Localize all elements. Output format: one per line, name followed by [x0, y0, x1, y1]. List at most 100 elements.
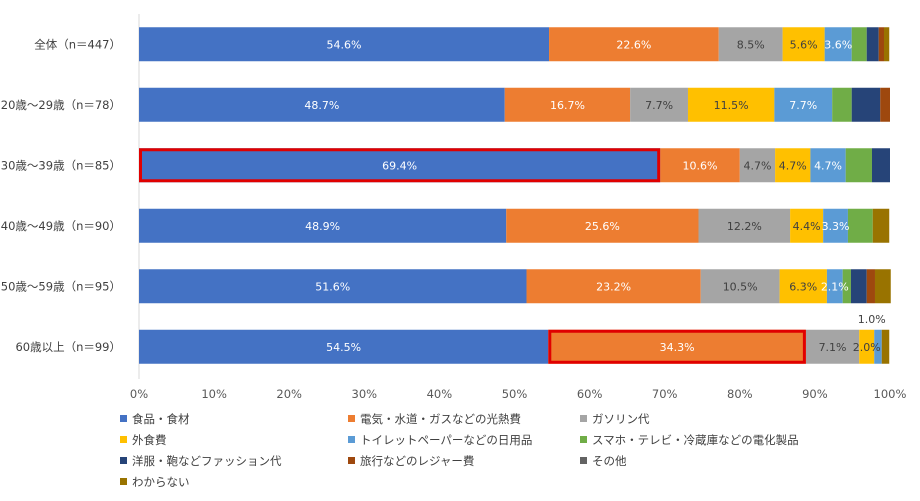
data-label: 69.4% [382, 159, 417, 172]
data-label: 10.5% [723, 280, 758, 293]
data-label: 5.6% [790, 38, 818, 51]
legend-label: 電気・水道・ガスなどの光熱費 [360, 412, 521, 426]
bar-segment [866, 27, 879, 62]
x-tick-label: 10% [201, 387, 227, 401]
highlight-box [548, 329, 806, 364]
category-label: 全体（n＝447） [34, 37, 121, 51]
bar-segment [698, 208, 791, 243]
legend-swatch [120, 478, 127, 485]
bar-segment [874, 269, 891, 304]
legend-swatch [120, 436, 127, 443]
data-label: 7.7% [789, 99, 817, 112]
data-label: 3.3% [822, 220, 850, 233]
legend-label: ガソリン代 [592, 412, 650, 426]
legend-swatch [348, 415, 355, 422]
legend-label: 洋服・鞄などファッション代 [132, 454, 282, 468]
data-label: 3.6% [824, 38, 852, 51]
bar-segment [506, 208, 699, 243]
legend-label: トイレットペーパーなどの日用品 [360, 433, 533, 447]
data-label: 25.6% [585, 220, 620, 233]
bar-segment [842, 269, 851, 304]
data-label: 22.6% [616, 38, 651, 51]
bar-segment [790, 208, 824, 243]
legend-swatch [120, 457, 127, 464]
bar-segment [660, 148, 740, 183]
legend-item: 洋服・鞄などファッション代 [120, 453, 282, 469]
bar-segment [549, 27, 719, 62]
x-tick-label: 70% [652, 387, 678, 401]
data-label: 54.5% [326, 341, 361, 354]
data-label: 4.7% [814, 159, 842, 172]
data-label: 7.1% [819, 341, 847, 354]
bar-segment [774, 87, 833, 122]
legend-swatch [120, 415, 127, 422]
data-label: 6.3% [789, 280, 817, 293]
bar-segment [139, 27, 550, 62]
bar-segment [880, 87, 890, 122]
data-label: 4.7% [779, 159, 807, 172]
legend-swatch [580, 457, 587, 464]
x-tick-label: 50% [502, 387, 528, 401]
data-label: 8.5% [737, 38, 765, 51]
bar-segment [775, 148, 811, 183]
x-tick-label: 80% [727, 387, 753, 401]
bar-segment [881, 329, 890, 364]
bar-segment [139, 87, 505, 122]
data-label: 51.6% [315, 280, 350, 293]
legend-swatch [348, 457, 355, 464]
x-tick-label: 0% [130, 387, 148, 401]
bar-segment [824, 27, 852, 62]
x-tick-label: 100% [874, 387, 907, 401]
legend-label: 食品・食材 [132, 412, 190, 426]
data-label: 1.0% [858, 313, 886, 326]
data-label: 12.2% [727, 220, 762, 233]
data-label: 23.2% [596, 280, 631, 293]
bar-segment [782, 27, 825, 62]
x-tick-label: 20% [276, 387, 302, 401]
data-label: 4.7% [743, 159, 771, 172]
bar-segment [874, 329, 882, 364]
bar-segment [832, 87, 852, 122]
legend-item: ガソリン代 [580, 411, 650, 427]
bar-segment [739, 148, 776, 183]
x-tick-label: 40% [427, 387, 453, 401]
legend-swatch [348, 436, 355, 443]
legend-label: スマホ・テレビ・冷蔵庫などの電化製品 [592, 433, 799, 447]
data-label: 2.0% [853, 341, 881, 354]
data-label: 2.1% [821, 280, 849, 293]
highlight-box [139, 148, 661, 183]
legend-item: スマホ・テレビ・冷蔵庫などの電化製品 [580, 432, 799, 448]
category-label: 40歳～49歳（n＝90） [1, 219, 121, 233]
bar-segment [878, 27, 884, 62]
legend-item: 電気・水道・ガスなどの光熱費 [348, 411, 521, 427]
x-tick-label: 60% [577, 387, 603, 401]
data-label: 10.6% [683, 159, 718, 172]
legend-item: わからない [120, 474, 190, 490]
bar-segment [866, 269, 875, 304]
bar-segment [823, 208, 848, 243]
x-tick-label: 30% [352, 387, 378, 401]
bar-segment [851, 27, 867, 62]
bar-segment [859, 329, 875, 364]
bar-segment [826, 269, 843, 304]
bar-segment [139, 329, 549, 364]
bar-segment [548, 329, 806, 364]
bar-segment [810, 148, 846, 183]
data-label: 11.5% [714, 99, 749, 112]
legend-item: トイレットペーパーなどの日用品 [348, 432, 532, 448]
bar-segment [504, 87, 631, 122]
legend-swatch [580, 436, 587, 443]
legend-label: 旅行などのレジャー費 [360, 454, 475, 468]
data-label: 34.3% [660, 341, 695, 354]
bar-segment [850, 269, 867, 304]
legend-item: 旅行などのレジャー費 [348, 453, 474, 469]
bar-segment [845, 148, 872, 183]
legend-item: 外食費 [120, 432, 167, 448]
x-tick-label: 90% [802, 387, 828, 401]
bar-segment [872, 208, 890, 243]
bar-segment [718, 27, 783, 62]
legend-item: その他 [580, 453, 627, 469]
bar-segment [700, 269, 780, 304]
data-label: 16.7% [550, 99, 585, 112]
